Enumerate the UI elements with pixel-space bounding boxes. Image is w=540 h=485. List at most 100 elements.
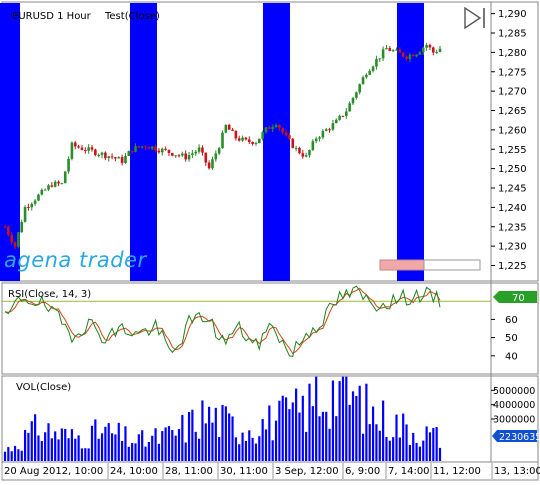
volume-bar [187, 411, 191, 461]
price-tick-label: 1,275 [498, 67, 527, 78]
candle-body [278, 125, 281, 129]
candle-body [381, 49, 385, 59]
candle-body [247, 139, 251, 143]
volume-bar [402, 413, 405, 461]
volume-bar [328, 428, 331, 461]
volume-bar [298, 412, 301, 461]
volume-bar [264, 429, 268, 461]
volume-bar [157, 443, 161, 461]
candle-body [221, 132, 224, 149]
candle-body [355, 92, 358, 98]
volume-panel-title: VOL(Close) [16, 382, 72, 393]
volume-tick-label: 3000000 [493, 415, 535, 426]
candle-body [385, 48, 388, 50]
candle-body [204, 152, 208, 163]
rsi-panel-title: RSI(Close, 14, 3) [8, 289, 92, 300]
volume-bar [261, 419, 264, 461]
candle-body [20, 221, 24, 233]
candle-body [371, 66, 375, 71]
candle-body [130, 151, 134, 153]
volume-bar [74, 438, 77, 461]
volume-bar [284, 397, 288, 461]
time-tick-label: 20 Aug 2012, 10:00 [4, 466, 103, 477]
volume-bar [211, 422, 214, 461]
volume-bar [67, 438, 70, 461]
candle-body [184, 153, 187, 160]
volume-bar [318, 416, 321, 461]
volume-bar [13, 445, 17, 461]
volume-bar [174, 435, 177, 461]
volume-bar [238, 444, 241, 461]
volume-bar [295, 388, 298, 461]
candle-body [227, 124, 231, 130]
candle-body [351, 97, 355, 104]
volume-bar [221, 405, 224, 461]
candle-body [418, 52, 422, 55]
volume-bar [110, 433, 114, 461]
candle-body [50, 185, 54, 187]
candle-body [368, 70, 372, 75]
volume-tick-label: 4000000 [493, 400, 535, 411]
candle-body [194, 151, 198, 154]
candle-body [211, 159, 214, 169]
rsi-line [4, 285, 441, 358]
volume-bar [144, 446, 147, 461]
volume-bar [432, 428, 435, 461]
candle-body [321, 130, 325, 138]
price-tick-label: 1,230 [498, 242, 527, 253]
candle-body [154, 146, 157, 151]
candle-body [398, 49, 402, 53]
time-tick-label: 3 Sep, 12:00 [275, 466, 339, 477]
candle-body [94, 149, 97, 156]
candle-body [324, 129, 328, 131]
volume-bar [181, 414, 184, 461]
volume-bar [127, 446, 130, 461]
candle-body [291, 138, 295, 148]
candle-body [254, 143, 258, 145]
agena-trader-logo: agena trader [4, 248, 147, 272]
volume-bar [50, 438, 53, 461]
volume-bar [268, 405, 271, 461]
volume-bar [405, 424, 408, 461]
scroll-track[interactable] [423, 259, 481, 271]
candle-body [401, 52, 405, 57]
candle-body [301, 153, 305, 157]
candle-body [114, 157, 117, 159]
play-end-icon[interactable] [464, 6, 482, 30]
rsi-tick-label: 40 [505, 351, 518, 362]
volume-bar [234, 437, 237, 461]
candle-body [43, 189, 47, 191]
highlight-band [263, 3, 290, 281]
candle-body [294, 147, 298, 149]
volume-bar [131, 443, 134, 461]
volume-bar [84, 448, 87, 461]
scroll-thumb[interactable] [379, 259, 425, 271]
volume-bar [412, 432, 415, 461]
candle-body [408, 54, 412, 59]
candle-body [395, 49, 398, 51]
candle-body [164, 148, 167, 150]
candle-body [40, 189, 44, 195]
candle-body [365, 74, 368, 78]
volume-bar [20, 450, 23, 461]
volume-bar [64, 428, 67, 461]
candle-body [191, 153, 194, 156]
rsi-tick-label: 60 [505, 315, 518, 326]
volume-bar [335, 416, 338, 461]
volume-bar [355, 395, 358, 461]
candle-body [13, 242, 17, 247]
price-tick-label: 1,290 [498, 9, 527, 20]
price-tick-label: 1,280 [498, 48, 527, 59]
candle-body [97, 154, 100, 156]
candle-body [308, 150, 311, 156]
candle-body [73, 142, 77, 147]
candle-body [174, 155, 177, 157]
candle-body [432, 47, 435, 53]
candle-body [87, 147, 90, 151]
volume-bar [315, 376, 318, 461]
candle-body [150, 146, 154, 149]
volume-bar [90, 425, 94, 461]
volume-bar [40, 441, 43, 461]
